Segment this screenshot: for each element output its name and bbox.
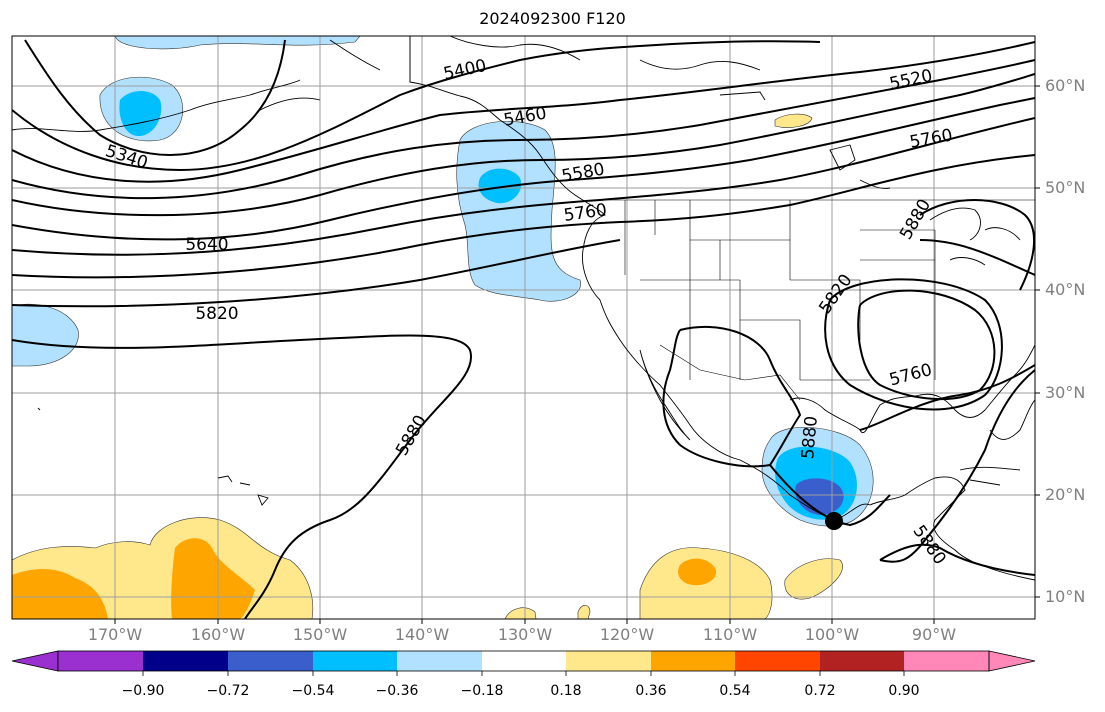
lon-label: 150°W [292,625,348,644]
lat-label: 30°N [1045,383,1086,402]
lon-label: 140°W [394,625,450,644]
lon-label: 100°W [804,625,860,644]
lon-label: 120°W [599,625,655,644]
contour-label: 5640 [185,235,228,255]
lat-label: 20°N [1045,485,1086,504]
colorbar-tick-label: 0.90 [888,683,920,699]
colorbar-tick-label: 0.18 [550,683,582,699]
lon-label: 90°W [911,625,957,644]
lon-label: 110°W [702,625,758,644]
contour-label: 5820 [195,304,238,324]
lon-ticks [114,619,935,624]
colorbar-tick-label: −0.36 [375,683,419,699]
map-frame [11,35,1036,620]
anomaly-shading [12,36,874,619]
lat-ticks [1035,85,1040,598]
height-contours [12,39,1035,619]
graticule [12,36,1035,619]
storm-position-marker [825,512,843,530]
colorbar-tick-label: −0.54 [291,683,335,699]
colorbar-tick-label: 0.54 [719,683,751,699]
lat-label: 10°N [1045,587,1086,606]
map-title: 2024092300 F120 [479,9,626,28]
lat-label: 50°N [1045,178,1086,197]
coastlines [12,36,1035,581]
colorbar-tick-label: −0.72 [206,683,250,699]
lon-label: 130°W [497,625,553,644]
contour-label: 5880 [798,415,822,460]
colorbar-tick-label: 0.36 [635,683,667,699]
colorbar-tick-label: 0.72 [804,683,836,699]
lat-label: 40°N [1045,280,1086,299]
lat-label: 60°N [1045,76,1086,95]
lon-label: 170°W [87,625,143,644]
lon-label: 160°W [190,625,246,644]
colorbar [11,650,1036,676]
colorbar-tick-label: −0.90 [121,683,165,699]
colorbar-tick-label: −0.18 [460,683,504,699]
